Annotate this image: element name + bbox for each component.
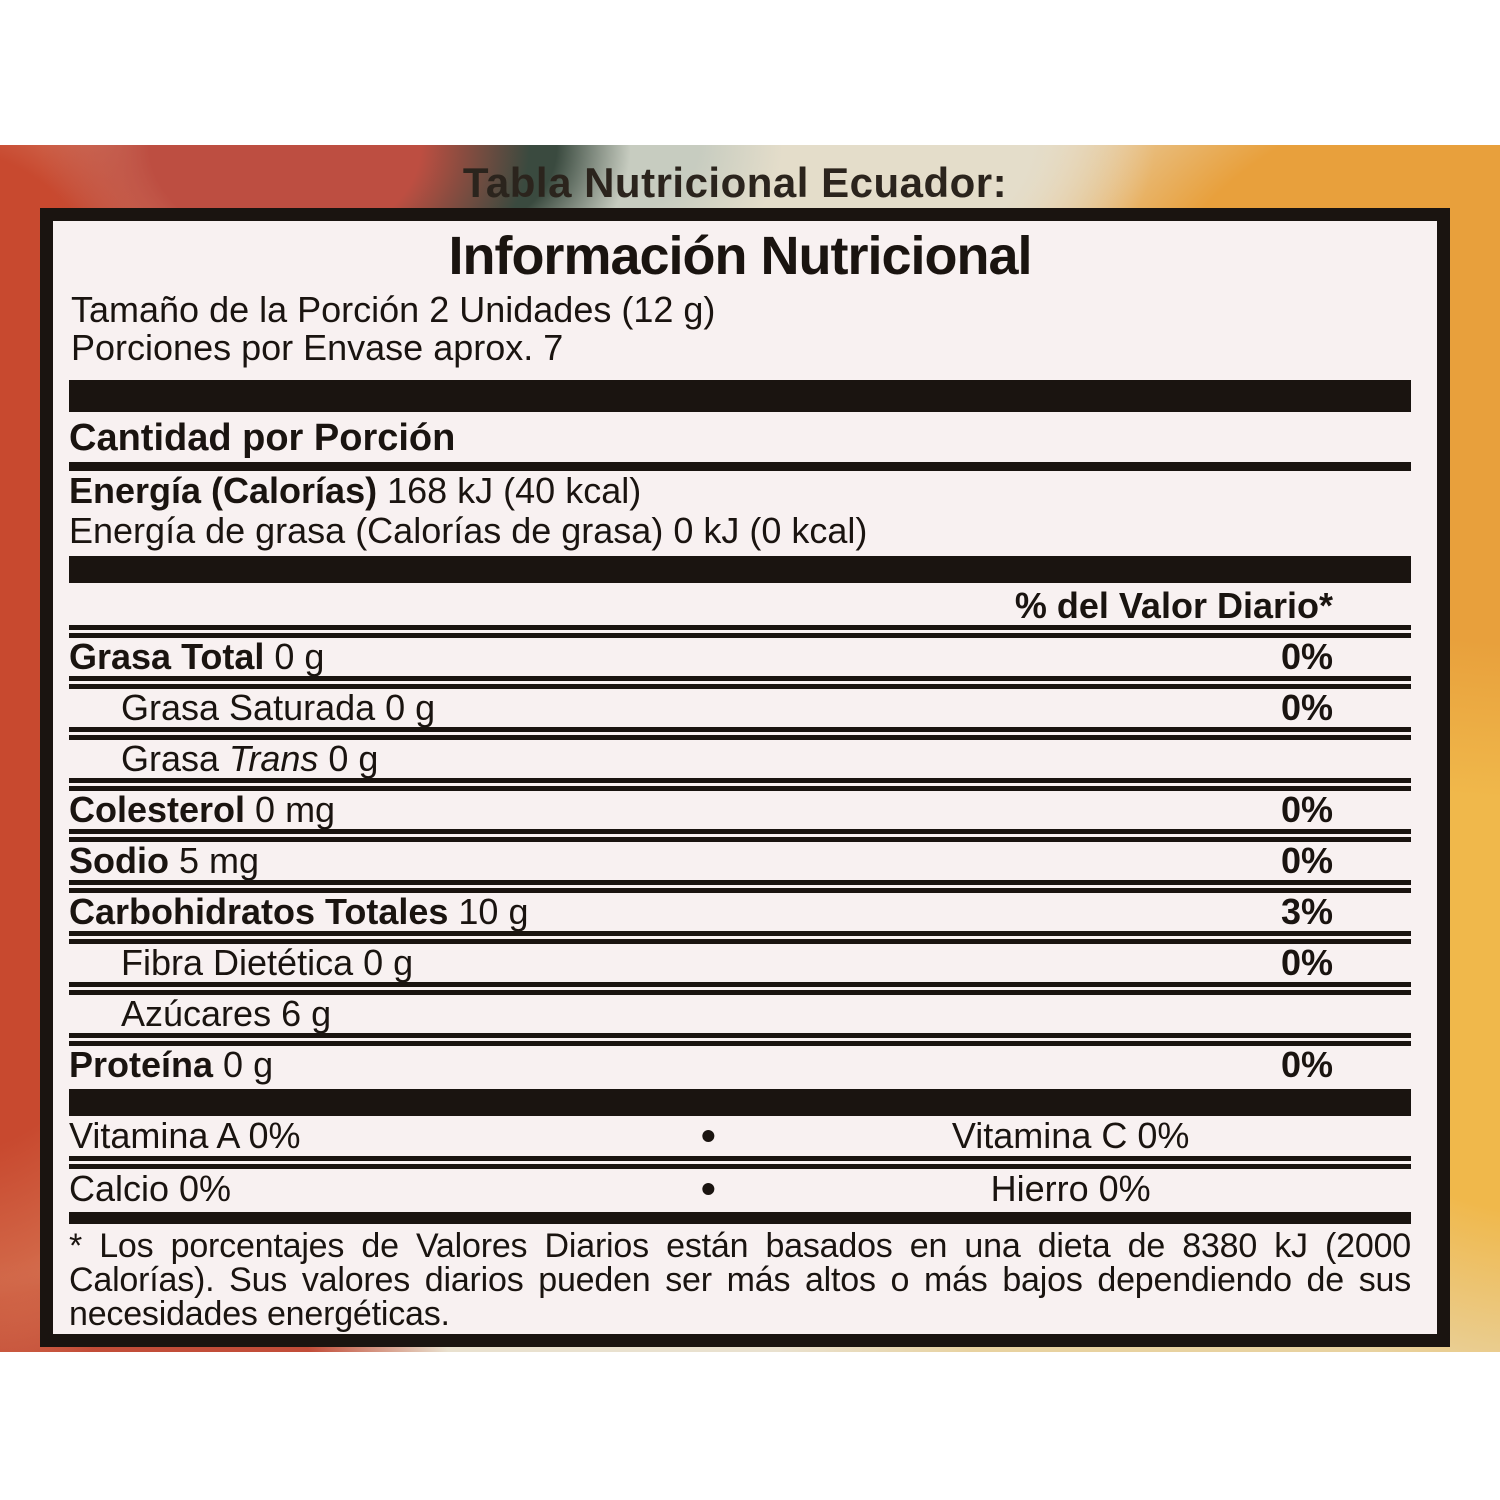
row-separator [69, 1033, 1411, 1046]
row-separator [69, 880, 1411, 893]
bullet-separator: • [700, 1112, 716, 1159]
row-separator [69, 727, 1411, 740]
nutrient-row-sodium: Sodio 5 mg 0% [69, 840, 1333, 881]
row-separator [69, 778, 1411, 791]
servings-per-container: Porciones por Envase aprox. 7 [71, 327, 564, 368]
row-separator [69, 1156, 1411, 1169]
nutrient-row-trans-fat: Grasa Trans 0 g [121, 738, 379, 779]
row-separator [69, 625, 1411, 638]
vitamin-a: Vitamina A 0% [69, 1115, 301, 1156]
calcium: Calcio 0% [69, 1168, 232, 1209]
divider-line [69, 1212, 1411, 1224]
energy-row: Energía (Calorías) 168 kJ (40 kcal) [69, 471, 1411, 511]
daily-value: 0% [1280, 687, 1333, 728]
footnote-line-3: necesidades energéticas. [69, 1295, 450, 1333]
serving-size: Tamaño de la Porción 2 Unidades (12 g) [71, 289, 716, 330]
nutrient-row-dietary-fiber: Fibra Dietética 0 g 0% [121, 942, 1333, 983]
energy-value: 168 kJ (40 kcal) [377, 470, 642, 511]
daily-value: 0% [1280, 942, 1333, 983]
vitamin-row-2: Calcio 0% • Hierro 0% [69, 1165, 1411, 1212]
bullet-separator: • [700, 1165, 716, 1212]
nutrient-row-saturated-fat: Grasa Saturada 0 g 0% [121, 687, 1333, 728]
row-separator [69, 829, 1411, 842]
candy-photo-background: Tabla Nutricional Ecuador: Información N… [0, 145, 1500, 1352]
thick-divider [69, 1089, 1411, 1116]
footnote-line-1: * Los porcentajes de Valores Diarios est… [69, 1227, 1411, 1265]
row-separator [69, 931, 1411, 944]
daily-value: 0% [1280, 1044, 1333, 1085]
footnote-line-2: Calorías). Sus valores diarios pueden se… [69, 1261, 1411, 1299]
row-separator [69, 982, 1411, 995]
daily-value-heading: % del Valor Diario* [1014, 585, 1333, 626]
panel-header: Información Nutricional [448, 226, 1032, 286]
nutrient-row-total-carbohydrate: Carbohidratos Totales 10 g 3% [69, 891, 1333, 932]
vitamin-row-1: Vitamina A 0% • Vitamina C 0% [69, 1112, 1411, 1159]
thick-divider [69, 556, 1411, 583]
energy-from-fat-row: Energía de grasa (Calorías de grasa) 0 k… [69, 510, 868, 551]
nutrient-row-sugars: Azúcares 6 g [121, 993, 332, 1034]
nutrient-row-total-fat: Grasa Total 0 g 0% [69, 636, 1333, 677]
nutrition-facts-panel: Información Nutricional Tamaño de la Por… [40, 208, 1450, 1347]
daily-value: 3% [1280, 891, 1333, 932]
daily-value: 0% [1280, 636, 1333, 677]
thick-divider [69, 380, 1411, 412]
iron: Hierro 0% [990, 1168, 1151, 1209]
page-title: Tabla Nutricional Ecuador: [462, 159, 1008, 206]
divider-line [69, 462, 1411, 471]
nutrient-row-cholesterol: Colesterol 0 mg 0% [69, 789, 1333, 830]
row-separator [69, 676, 1411, 689]
vitamin-c: Vitamina C 0% [951, 1115, 1190, 1156]
amount-per-serving-label: Cantidad por Porción [69, 417, 456, 459]
energy-label: Energía (Calorías) [69, 470, 378, 511]
daily-value: 0% [1280, 789, 1333, 830]
nutrient-row-protein: Proteína 0 g 0% [69, 1044, 1333, 1085]
daily-value: 0% [1280, 840, 1333, 881]
